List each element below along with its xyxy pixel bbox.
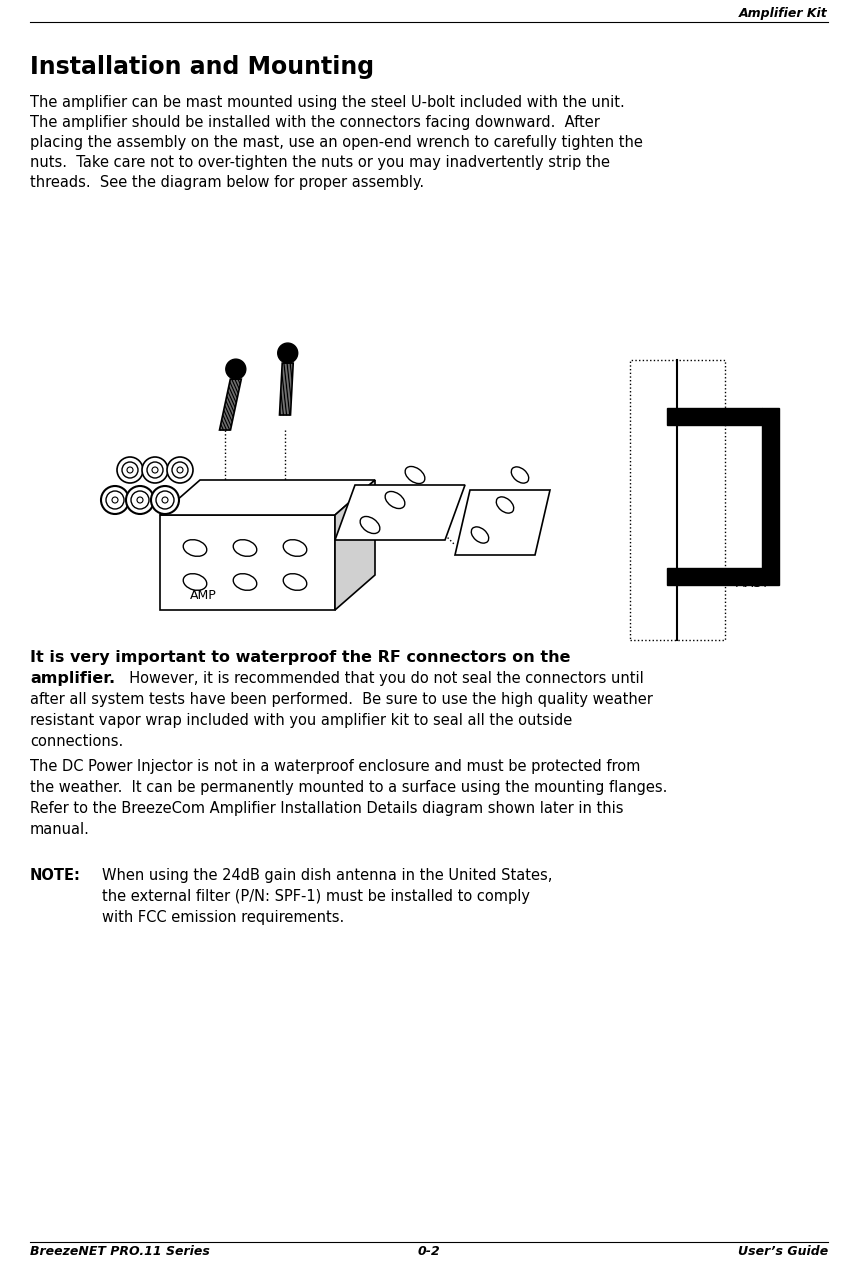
Circle shape xyxy=(117,457,143,483)
Circle shape xyxy=(177,467,183,472)
Text: Amplifier Kit: Amplifier Kit xyxy=(740,8,828,20)
Text: However, it is recommended that you do not seal the connectors until: However, it is recommended that you do n… xyxy=(120,671,644,686)
Circle shape xyxy=(162,497,168,503)
Ellipse shape xyxy=(283,574,307,591)
Circle shape xyxy=(172,462,188,478)
Text: It is very important to waterproof the RF connectors on the: It is very important to waterproof the R… xyxy=(30,650,571,665)
Text: resistant vapor wrap included with you amplifier kit to seal all the outside: resistant vapor wrap included with you a… xyxy=(30,712,572,728)
Text: the weather.  It can be permanently mounted to a surface using the mounting flan: the weather. It can be permanently mount… xyxy=(30,780,668,795)
Circle shape xyxy=(167,457,193,483)
Text: When using the 24dB gain dish antenna in the United States,: When using the 24dB gain dish antenna in… xyxy=(102,867,553,883)
Polygon shape xyxy=(160,516,335,610)
Polygon shape xyxy=(455,490,550,555)
Text: placing the assembly on the mast, use an open-end wrench to carefully tighten th: placing the assembly on the mast, use an… xyxy=(30,135,643,150)
Text: BreezeNET PRO.11 Series: BreezeNET PRO.11 Series xyxy=(30,1245,210,1259)
Text: with FCC emission requirements.: with FCC emission requirements. xyxy=(102,911,344,925)
Polygon shape xyxy=(335,485,465,540)
Circle shape xyxy=(106,491,124,509)
Ellipse shape xyxy=(471,527,489,544)
Ellipse shape xyxy=(184,540,207,556)
Ellipse shape xyxy=(283,540,307,556)
Circle shape xyxy=(137,497,143,503)
Circle shape xyxy=(147,462,163,478)
Polygon shape xyxy=(335,480,375,610)
Ellipse shape xyxy=(233,574,257,591)
Text: threads.  See the diagram below for proper assembly.: threads. See the diagram below for prope… xyxy=(30,175,424,190)
Circle shape xyxy=(152,467,158,472)
Ellipse shape xyxy=(184,574,207,591)
Text: connections.: connections. xyxy=(30,734,124,749)
Circle shape xyxy=(127,467,133,472)
Text: User’s Guide: User’s Guide xyxy=(738,1245,828,1259)
Ellipse shape xyxy=(496,497,514,513)
Text: NOTE:: NOTE: xyxy=(30,867,81,883)
Text: The amplifier should be installed with the connectors facing downward.  After: The amplifier should be installed with t… xyxy=(30,116,600,130)
Ellipse shape xyxy=(385,491,405,508)
Polygon shape xyxy=(160,480,375,516)
Circle shape xyxy=(101,486,129,514)
Bar xyxy=(762,408,779,585)
Text: Refer to the BreezeCom Amplifier Installation Details diagram shown later in thi: Refer to the BreezeCom Amplifier Install… xyxy=(30,801,624,817)
Ellipse shape xyxy=(233,540,257,556)
Circle shape xyxy=(142,457,168,483)
Ellipse shape xyxy=(511,467,529,483)
Polygon shape xyxy=(220,380,241,431)
Circle shape xyxy=(156,491,174,509)
Text: the external filter (P/N: SPF-1) must be installed to comply: the external filter (P/N: SPF-1) must be… xyxy=(102,889,530,904)
Circle shape xyxy=(112,497,118,503)
Text: Installation and Mounting: Installation and Mounting xyxy=(30,55,374,79)
Circle shape xyxy=(151,486,179,514)
Text: The DC Power Injector is not in a waterproof enclosure and must be protected fro: The DC Power Injector is not in a waterp… xyxy=(30,759,640,773)
Circle shape xyxy=(278,343,298,363)
Text: nuts.  Take care not to over-tighten the nuts or you may inadvertently strip the: nuts. Take care not to over-tighten the … xyxy=(30,155,610,170)
Polygon shape xyxy=(280,363,293,415)
Circle shape xyxy=(126,486,154,514)
Text: manual.: manual. xyxy=(30,822,90,837)
Ellipse shape xyxy=(405,466,425,484)
Ellipse shape xyxy=(360,517,380,533)
Bar xyxy=(630,359,725,640)
Bar xyxy=(667,408,762,425)
Text: MAST: MAST xyxy=(735,577,770,591)
Text: 0-2: 0-2 xyxy=(418,1245,440,1259)
Circle shape xyxy=(226,359,245,380)
Text: AMP: AMP xyxy=(190,589,217,602)
Circle shape xyxy=(122,462,138,478)
Text: after all system tests have been performed.  Be sure to use the high quality wea: after all system tests have been perform… xyxy=(30,692,653,707)
Circle shape xyxy=(131,491,149,509)
Text: The amplifier can be mast mounted using the steel U-bolt included with the unit.: The amplifier can be mast mounted using … xyxy=(30,95,625,110)
Bar xyxy=(667,568,762,585)
Text: amplifier.: amplifier. xyxy=(30,671,115,686)
